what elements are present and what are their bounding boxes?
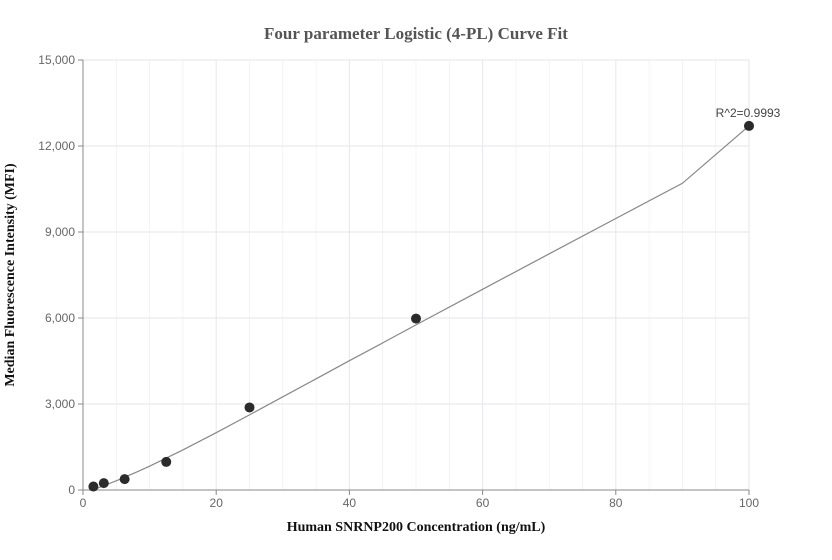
fit-curve <box>92 125 750 491</box>
chart-title: Four parameter Logistic (4-PL) Curve Fit <box>264 24 568 43</box>
x-tick-label: 60 <box>476 496 490 510</box>
data-point <box>411 313 421 324</box>
data-point <box>744 120 754 131</box>
data-point <box>161 456 172 467</box>
data-point <box>244 402 255 413</box>
grid <box>82 59 750 491</box>
x-axis-label: Human SNRNP200 Concentration (ng/mL) <box>287 520 546 535</box>
y-tick-label: 12,000 <box>38 139 75 153</box>
fit-curve-layer <box>92 125 750 491</box>
data-point <box>119 474 130 485</box>
data-point <box>88 481 99 492</box>
x-tick-label: 100 <box>739 496 759 510</box>
y-tick-label: 0 <box>68 483 75 497</box>
r-squared-annotation: R^2=0.9993 <box>716 106 781 120</box>
x-tick-label: 0 <box>80 496 87 510</box>
x-tick-label: 80 <box>609 496 623 510</box>
y-tick-label: 3,000 <box>45 397 75 411</box>
data-point <box>98 478 109 489</box>
ticks: 0 20 40 60 80 100 0 3,000 6,000 9,000 12,000 15,000 <box>38 53 759 510</box>
x-tick-label: 40 <box>343 496 357 510</box>
y-tick-label: 15,000 <box>38 53 75 67</box>
y-tick-label: 6,000 <box>45 311 75 325</box>
y-tick-label: 9,000 <box>45 225 75 239</box>
x-tick-label: 20 <box>210 496 224 510</box>
axes <box>82 60 749 491</box>
y-axis-label: Median Fluorescence Intensity (MFI) <box>3 163 18 387</box>
data-points <box>88 120 754 492</box>
